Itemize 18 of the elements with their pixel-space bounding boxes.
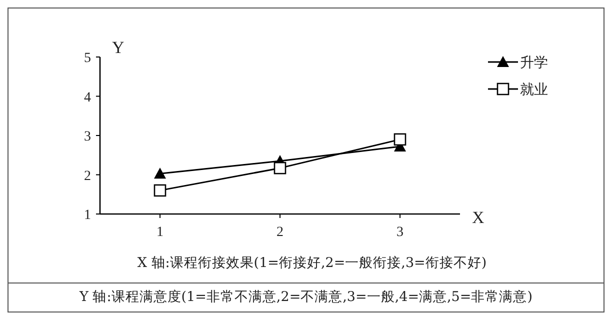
y-tick-label: 4	[84, 90, 91, 106]
y-axis-title: Y	[112, 38, 124, 57]
y-tick-label: 1	[84, 208, 91, 223]
point	[394, 133, 406, 146]
text: Y 轴:课程满意度(1=非常不满意,2=不满意,3=一般,4=满意,5=非常满意)	[78, 289, 532, 305]
x-tick-label: 3	[396, 225, 404, 240]
legend-label: 升学	[520, 55, 548, 71]
legend-label: 就业	[520, 82, 548, 98]
x-axis-title: X	[472, 208, 484, 227]
y-tick-label: 3	[84, 130, 91, 144]
point	[154, 168, 166, 179]
x-tick-label: 1	[156, 225, 164, 240]
x-tick-label: 2	[276, 225, 284, 240]
y-tick-label: 2	[84, 168, 91, 184]
text: X 轴:课程衔接效果(1=衔接好,2=一般衔接,3=衔接不好)	[137, 255, 487, 271]
y-tick-label: 5	[84, 51, 91, 66]
point	[154, 184, 166, 197]
point	[274, 162, 286, 174]
